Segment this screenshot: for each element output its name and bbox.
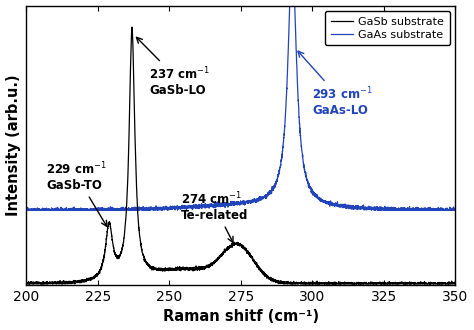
GaSb substrate <box>204 265 210 269</box>
Text: 274 cm$^{-1}$
Te-related: 274 cm$^{-1}$ Te-related <box>181 190 248 243</box>
GaSb substrate <box>335 282 341 286</box>
GaSb substrate <box>24 282 29 286</box>
GaAs substrate <box>23 208 29 212</box>
Line: GaAs substrate: GaAs substrate <box>26 0 456 210</box>
Legend: GaSb substrate, GaAs substrate: GaSb substrate, GaAs substrate <box>325 11 450 45</box>
GaSb substrate <box>439 282 445 286</box>
GaAs substrate <box>204 203 210 207</box>
GaAs substrate <box>228 202 233 206</box>
GaSb substrate <box>129 25 135 29</box>
Text: 293 cm$^{-1}$
GaAs-LO: 293 cm$^{-1}$ GaAs-LO <box>298 51 373 117</box>
GaAs substrate <box>207 202 213 206</box>
GaAs substrate <box>23 208 29 212</box>
GaSb substrate <box>23 280 29 284</box>
GaSb substrate <box>228 245 233 248</box>
Text: 229 cm$^{-1}$
GaSb-TO: 229 cm$^{-1}$ GaSb-TO <box>46 160 107 226</box>
Line: GaSb substrate: GaSb substrate <box>26 27 456 284</box>
GaAs substrate <box>418 207 424 211</box>
Text: 237 cm$^{-1}$
GaSb-LO: 237 cm$^{-1}$ GaSb-LO <box>137 37 210 97</box>
X-axis label: Raman shitf (cm⁻¹): Raman shitf (cm⁻¹) <box>163 310 319 324</box>
GaSb substrate <box>453 281 458 285</box>
GaAs substrate <box>453 207 458 211</box>
GaAs substrate <box>439 206 445 210</box>
GaSb substrate <box>418 280 424 284</box>
GaSb substrate <box>207 263 213 267</box>
Y-axis label: Intensity (arb.u.): Intensity (arb.u.) <box>6 75 20 216</box>
GaAs substrate <box>335 204 341 208</box>
